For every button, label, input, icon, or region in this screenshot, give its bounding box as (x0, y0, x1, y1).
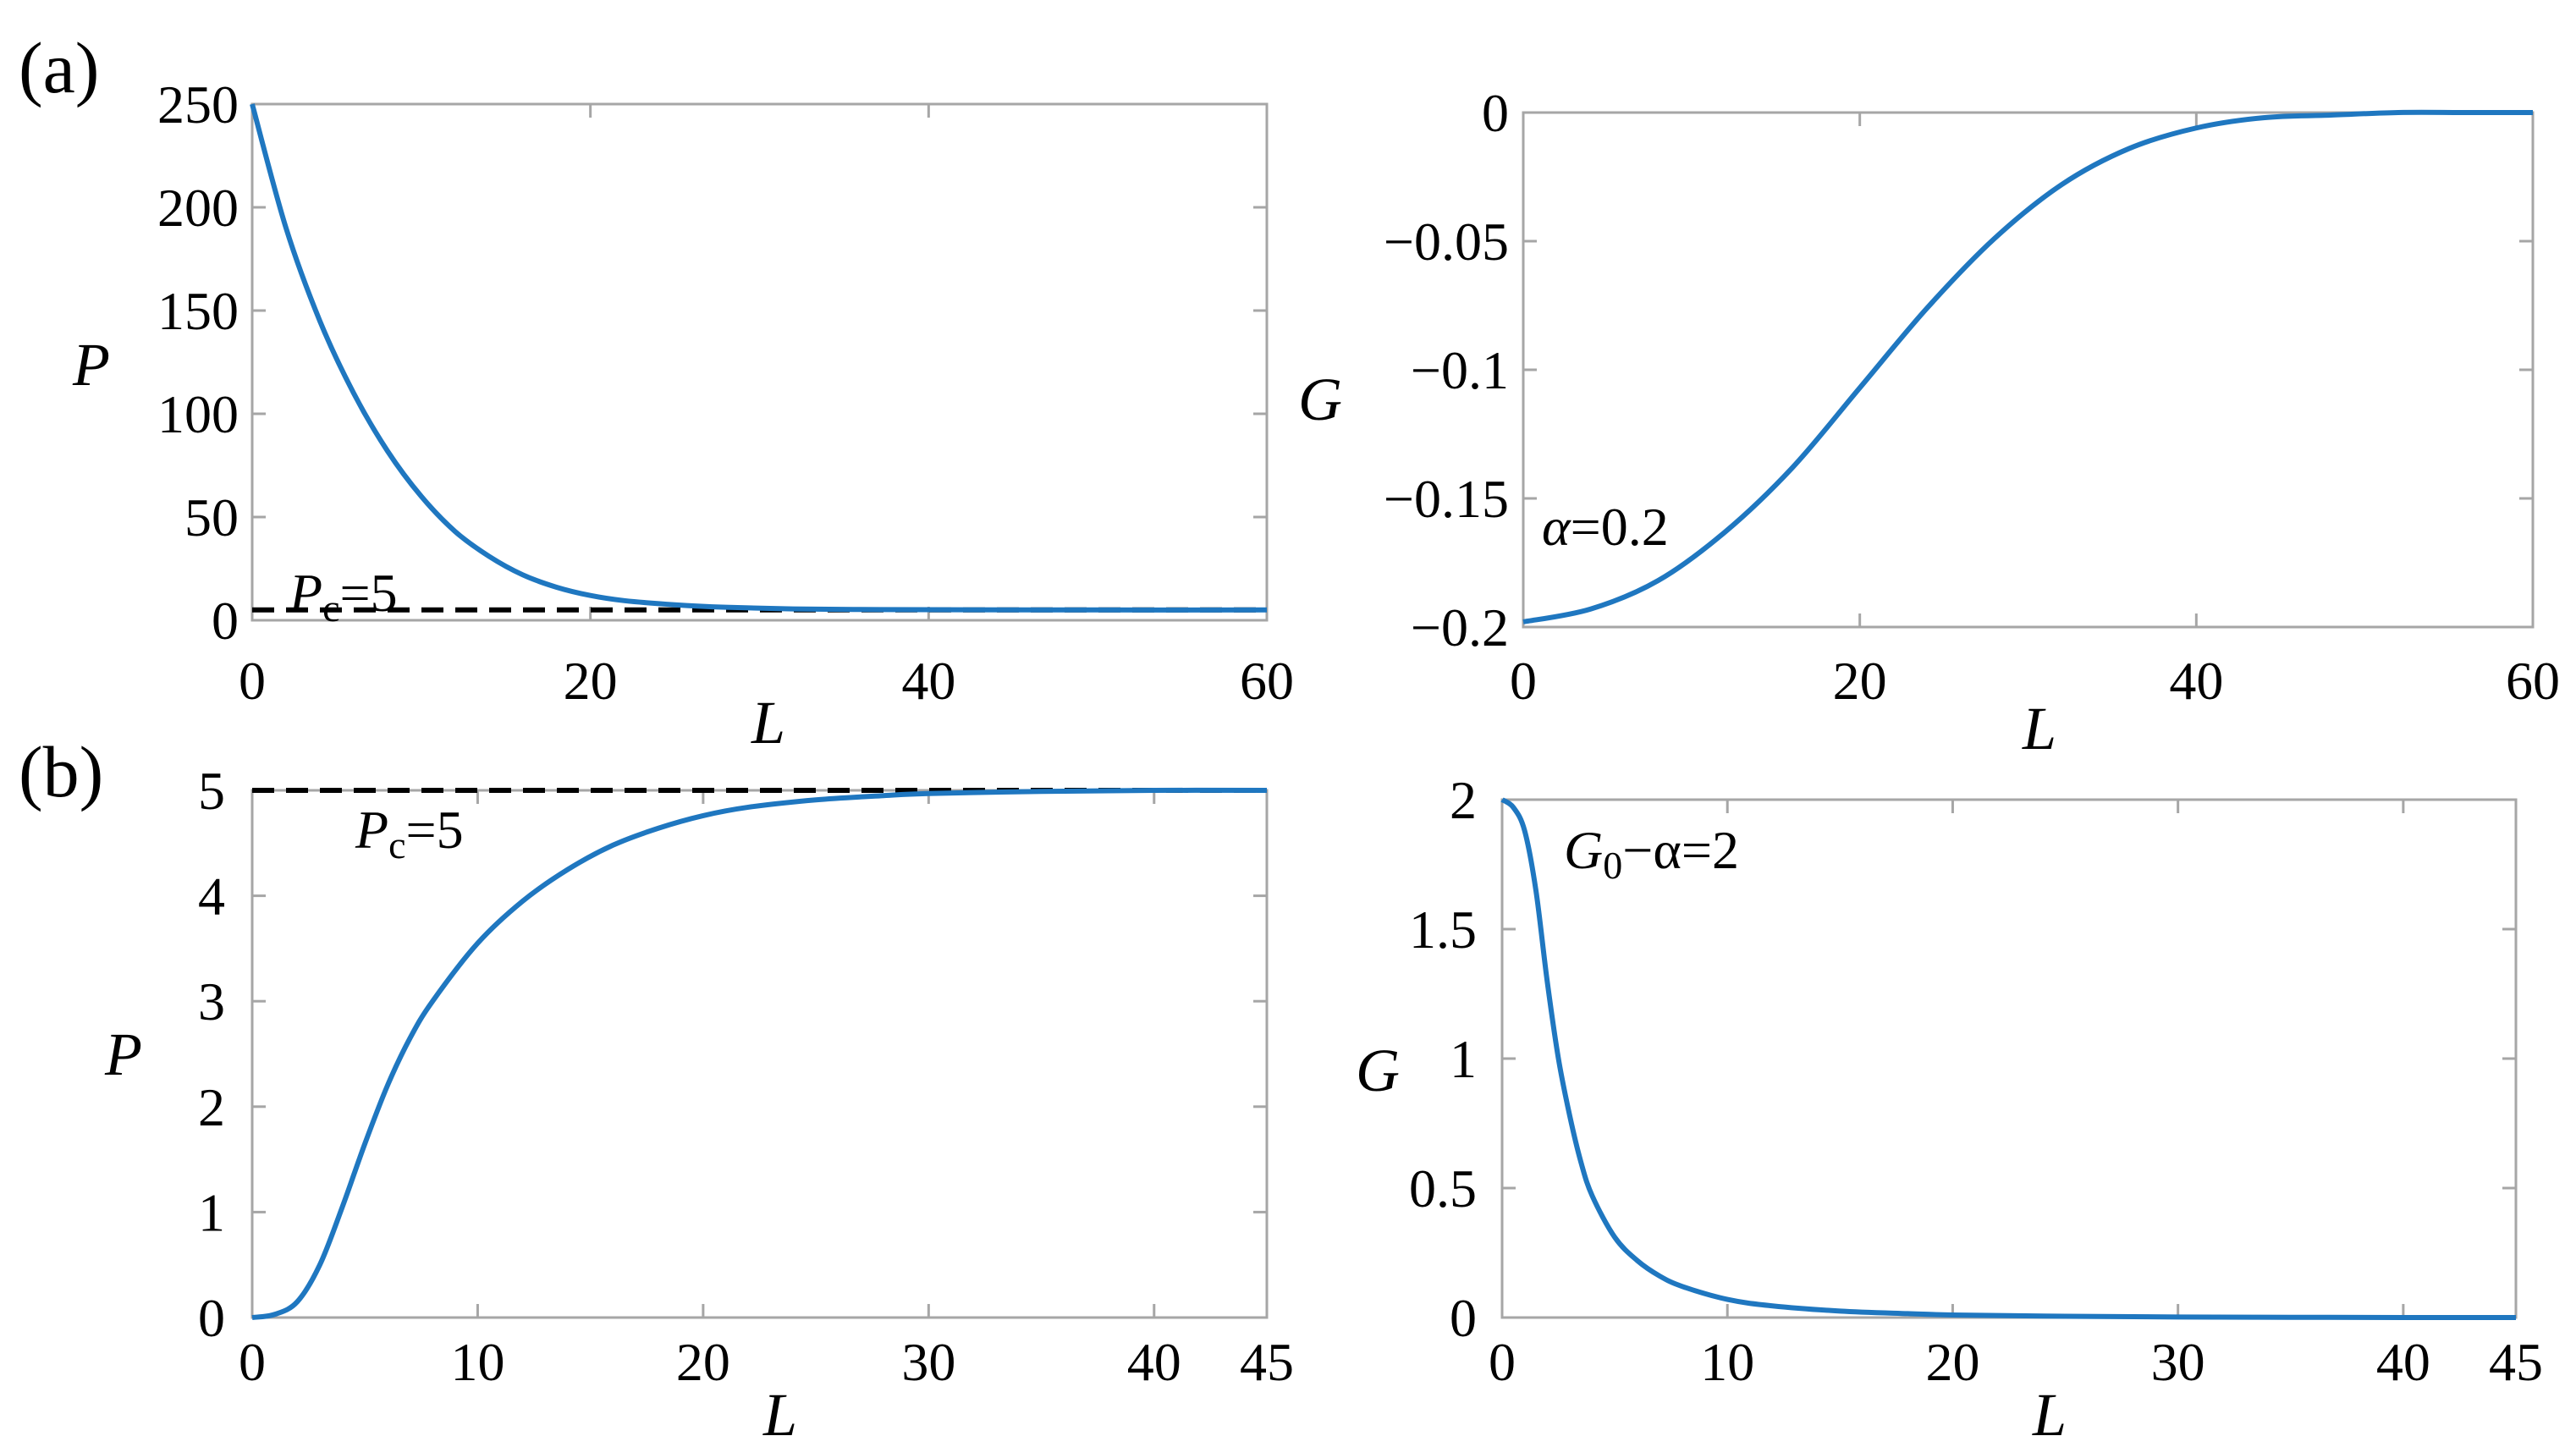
x-tick-label: 60 (1240, 651, 1294, 711)
series-line (251, 787, 1268, 1320)
y-tick-label: −0.15 (1384, 469, 1509, 529)
y-tick-label: 0.5 (1409, 1158, 1477, 1219)
x-tick-label: 40 (2169, 651, 2223, 711)
y-tick-label: 250 (157, 74, 239, 135)
panel-label-b: (b) (19, 731, 104, 812)
series-line (1500, 797, 2517, 1321)
x-tick-label: 45 (1240, 1332, 1294, 1392)
x-tick-label: 60 (2506, 651, 2560, 711)
plot-frame (1522, 111, 2535, 629)
x-tick-label: 0 (239, 651, 266, 711)
series-line (1522, 109, 2533, 624)
y-tick-label: 50 (184, 487, 239, 547)
y-tick-label: 3 (198, 971, 225, 1032)
y-tick-label: 1 (1450, 1029, 1477, 1089)
y-tick-label: 1 (198, 1182, 225, 1242)
y-axis-label: P (72, 331, 110, 399)
y-tick-label: 4 (198, 867, 225, 927)
x-tick-label: 0 (1510, 651, 1537, 711)
y-tick-label: 150 (157, 281, 239, 341)
series-line (250, 103, 1268, 613)
annotation-label: α=0.2 (1542, 497, 1669, 557)
y-tick-label: 5 (198, 761, 225, 821)
y-tick-label: −0.2 (1411, 597, 1509, 657)
x-tick-label: 40 (2376, 1332, 2430, 1392)
y-tick-label: 1.5 (1409, 900, 1477, 960)
plot-frame (1500, 798, 2518, 1319)
x-axis-label: L (2032, 1381, 2067, 1447)
x-tick-label: 30 (901, 1332, 955, 1392)
x-tick-label: 40 (901, 651, 955, 711)
y-axis-label: P (104, 1021, 142, 1088)
x-tick-label: 30 (2151, 1332, 2205, 1392)
y-tick-label: 200 (157, 178, 239, 238)
x-tick-label: 20 (676, 1332, 730, 1392)
y-tick-label: −0.1 (1411, 340, 1509, 400)
y-tick-label: 0 (198, 1288, 225, 1348)
y-axis-label: G (1356, 1037, 1400, 1104)
y-tick-label: 0 (1450, 1288, 1477, 1348)
x-tick-label: 20 (1833, 651, 1887, 711)
y-tick-label: 0 (1482, 83, 1509, 143)
x-tick-label: 10 (1700, 1332, 1754, 1392)
y-tick-label: 100 (157, 384, 239, 444)
annotation-label: G0−α=2 (1564, 820, 1739, 887)
x-tick-label: 0 (1489, 1332, 1516, 1392)
x-axis-label: L (751, 689, 785, 757)
x-tick-label: 10 (450, 1332, 504, 1392)
panel-label-a: (a) (19, 27, 100, 108)
x-tick-label: 45 (2489, 1332, 2543, 1392)
reference-line-label: Pc=5 (355, 800, 464, 867)
y-axis-label: G (1298, 366, 1342, 433)
x-tick-label: 0 (239, 1332, 266, 1392)
x-tick-label: 20 (564, 651, 618, 711)
x-tick-label: 40 (1127, 1332, 1181, 1392)
reference-line-label: Pc=5 (289, 563, 398, 630)
plot-frame (250, 102, 1269, 622)
x-tick-label: 20 (1925, 1332, 1979, 1392)
x-axis-label: L (762, 1381, 797, 1447)
plot-frame (250, 789, 1269, 1319)
y-tick-label: −0.05 (1384, 212, 1509, 272)
y-tick-label: 0 (212, 591, 239, 651)
y-tick-label: 2 (198, 1077, 225, 1137)
y-tick-label: 2 (1450, 770, 1477, 830)
x-axis-label: L (2022, 695, 2056, 762)
